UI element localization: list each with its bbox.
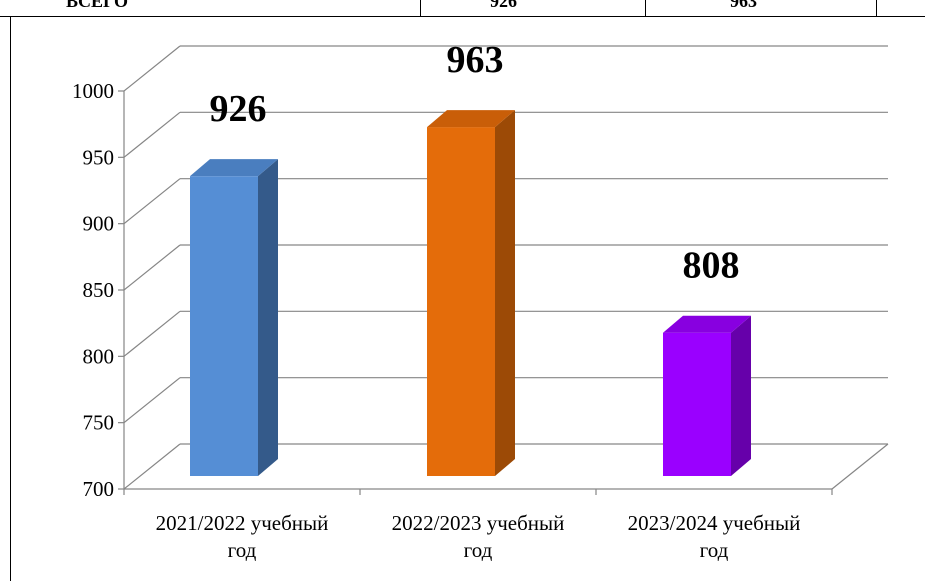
side-wall-gridline (123, 443, 181, 490)
table-divider (420, 0, 421, 16)
side-wall-gridline (123, 310, 181, 357)
bar-top (427, 110, 515, 128)
data-label: 963 (447, 39, 504, 81)
bar (427, 127, 495, 476)
x-tick-label: 2022/2023 учебный (392, 511, 565, 535)
x-tick-label: 2023/2024 учебный (628, 511, 801, 535)
side-wall-gridline (123, 45, 181, 92)
page-border-line (10, 16, 11, 581)
bar-side (258, 159, 278, 476)
y-tick-label: 850 (83, 278, 115, 302)
floor-edge-line (831, 443, 889, 490)
bar-side (495, 110, 515, 476)
y-tick-label: 950 (83, 145, 115, 169)
y-tick-label: 700 (83, 477, 115, 501)
y-tick-label: 1000 (72, 79, 114, 103)
bar-top (663, 315, 751, 333)
table-divider (876, 0, 877, 16)
bar-top (190, 159, 278, 177)
table-label-cell: ВСЕГО (66, 0, 129, 11)
y-tick-label: 800 (83, 344, 115, 368)
side-wall-gridline (123, 111, 181, 158)
x-tick-label: год (228, 538, 257, 562)
table-value-cell: 926 (490, 0, 517, 11)
bar-side (731, 315, 751, 476)
summary-table-row: ВСЕГО 926 963 (0, 0, 925, 17)
x-tick-label: 2021/2022 учебный (156, 511, 329, 535)
side-wall-gridline (123, 377, 181, 424)
y-tick-label: 750 (83, 411, 115, 435)
data-label: 808 (683, 245, 740, 287)
bar (190, 176, 258, 476)
x-tick-label: год (700, 538, 729, 562)
y-tick-label: 900 (83, 212, 115, 236)
data-label: 926 (210, 88, 267, 130)
bar (663, 332, 731, 476)
side-wall-gridline (123, 178, 181, 225)
side-wall-gridline (123, 244, 181, 291)
table-divider (645, 0, 646, 16)
x-tick-label: год (464, 538, 493, 562)
table-value-cell: 963 (730, 0, 757, 11)
